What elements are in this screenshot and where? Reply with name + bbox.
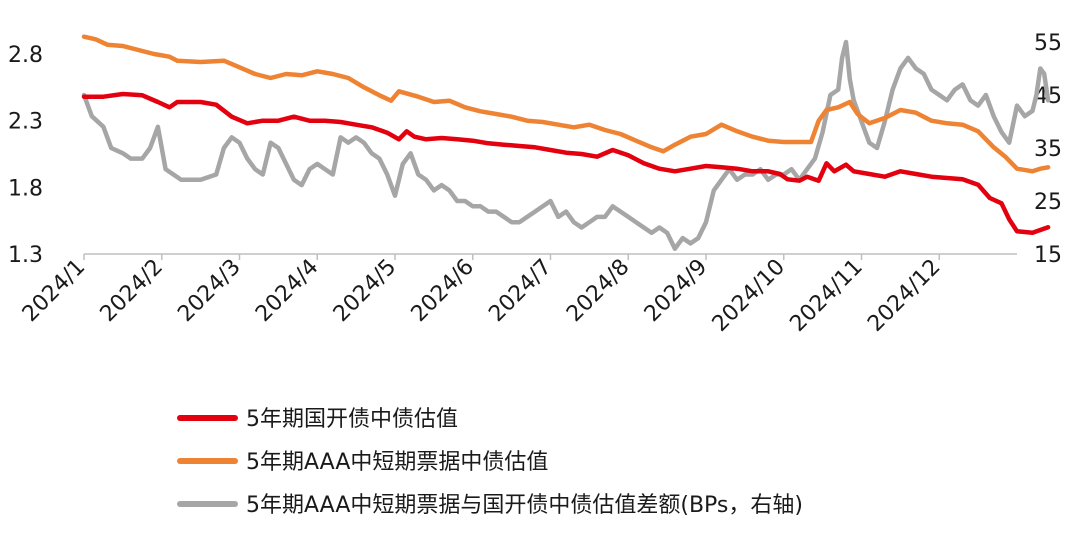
right-tick-label: 15 [1034,243,1062,268]
x-tick-label: 2024/12 [863,255,945,337]
x-tick-label: 2024/5 [329,255,401,327]
legend-label: 5年期国开债中债估值 [246,407,458,432]
left-axis-ticks: 1.3 1.8 2.3 2.8 [8,43,43,268]
left-tick-label: 2.3 [8,110,43,135]
series-lines [81,34,1051,251]
series-line-1 [81,91,1051,235]
left-tick-label: 2.8 [8,43,43,68]
x-tick-label: 2024/7 [484,255,556,327]
x-tick-label: 2024/8 [562,255,634,327]
series-line-2 [81,34,1051,174]
left-tick-label: 1.8 [8,176,43,201]
x-tick-label: 2024/2 [96,255,168,327]
left-tick-label: 1.3 [8,243,43,268]
x-tick-label: 2024/4 [251,255,323,327]
right-tick-label: 35 [1034,137,1062,162]
x-tick-label: 2024/9 [640,255,712,327]
legend-label: 5年期AAA中短期票据中债估值 [246,450,548,475]
series-line-3 [81,39,1051,251]
x-tick-label: 2024/11 [785,255,867,337]
x-axis-ticks: 2024/1 2024/2 2024/3 2024/4 2024/5 2024/6 2024… [18,254,945,337]
x-tick-label: 2024/3 [173,255,245,327]
x-tick-label: 2024/10 [708,255,790,337]
x-tick-label: 2024/6 [407,255,479,327]
right-tick-label: 25 [1034,190,1062,215]
right-tick-label: 55 [1034,31,1062,56]
legend-label: 5年期AAA中短期票据与国开债中债估值差额(BPs，右轴) [246,493,803,518]
legend: 5年期国开债中债估值 5年期AAA中短期票据中债估值 5年期AAA中短期票据与国开债… [177,407,803,518]
